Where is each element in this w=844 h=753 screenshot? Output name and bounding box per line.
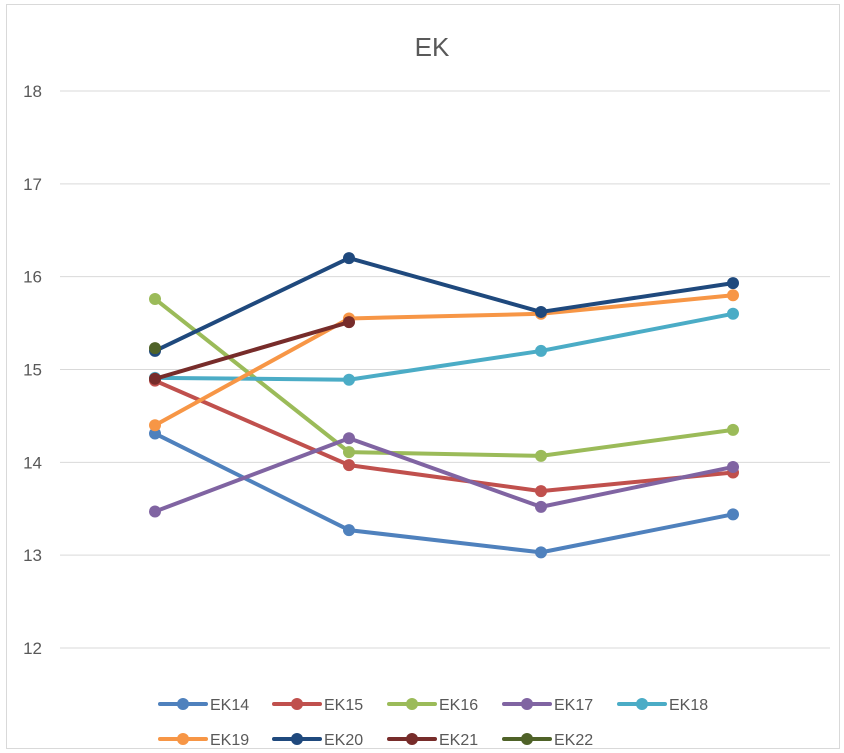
legend-label: EK16 [439,697,478,714]
series-line-ek14 [153,431,735,555]
y-tick-label: 17 [23,175,42,194]
data-point-ek18 [727,307,739,320]
legend-label: EK15 [324,697,363,714]
legend-label: EK22 [554,732,593,749]
legend-item-ek18: EK18 [617,697,708,714]
y-tick-label: 13 [23,546,42,565]
data-point-ek20 [343,252,355,265]
legend-swatch-marker [636,698,648,710]
legend-label: EK21 [439,732,478,749]
legend-swatch-marker [521,733,533,745]
chart-frame [6,4,840,749]
legend-swatch-marker [521,698,533,710]
legend-item-ek19: EK19 [158,732,249,749]
legend-swatch-marker [406,733,418,745]
chart-title: EK [415,32,450,62]
legend-item-ek17: EK17 [502,697,593,714]
y-tick-label: 16 [23,268,42,287]
series-line-ek19 [153,293,735,428]
data-point-ek14 [343,524,355,537]
data-point-ek14 [727,508,739,521]
y-tick-label: 15 [23,361,42,380]
data-point-ek16 [343,446,355,459]
data-point-ek22 [149,342,161,355]
legend-swatch-marker [291,733,303,745]
data-point-ek18 [535,344,547,357]
y-tick-label: 18 [23,82,42,101]
legend-swatch-marker [406,698,418,710]
data-point-ek21 [343,316,355,329]
legend-label: EK19 [210,732,249,749]
y-tick-label: 14 [23,453,42,472]
data-point-ek16 [535,449,547,462]
series-ek14 [149,427,739,559]
data-point-ek15 [535,485,547,498]
data-point-ek20 [535,305,547,318]
legend-swatch-marker [177,733,189,745]
data-point-ek21 [149,372,161,385]
legend-item-ek22: EK22 [502,732,593,749]
data-point-ek16 [149,292,161,305]
series-ek18 [149,307,739,386]
series-line-ek16 [153,296,735,458]
y-tick-label: 12 [23,639,42,658]
legend-swatch-marker [177,698,189,710]
legend-label: EK18 [669,697,708,714]
data-point-ek15 [343,459,355,472]
legend-item-ek16: EK16 [387,697,478,714]
data-point-ek19 [149,419,161,432]
legend-item-ek14: EK14 [158,697,249,714]
data-point-ek17 [343,432,355,445]
series-line-ek15 [153,378,735,494]
series-line-ek20 [153,256,735,353]
legend-label: EK14 [210,697,249,714]
legend-item-ek15: EK15 [272,697,363,714]
data-point-ek14 [149,427,161,440]
series-ek21 [149,316,355,385]
data-point-ek16 [727,423,739,436]
series-line-ek21 [153,320,351,381]
legend-swatch-marker [291,698,303,710]
data-point-ek17 [535,500,547,513]
data-point-ek19 [727,289,739,302]
series-ek22 [149,342,161,355]
data-point-ek14 [535,546,547,559]
legend-item-ek20: EK20 [272,732,363,749]
data-point-ek18 [343,373,355,386]
data-point-ek17 [727,460,739,473]
legend-item-ek21: EK21 [387,732,478,749]
data-point-ek17 [149,505,161,518]
legend-label: EK17 [554,697,593,714]
series-ek16 [149,292,739,462]
series-line-ek17 [153,436,735,514]
series-ek17 [149,432,739,518]
series-line-ek18 [153,311,735,382]
data-point-ek20 [727,277,739,290]
legend-label: EK20 [324,732,363,749]
